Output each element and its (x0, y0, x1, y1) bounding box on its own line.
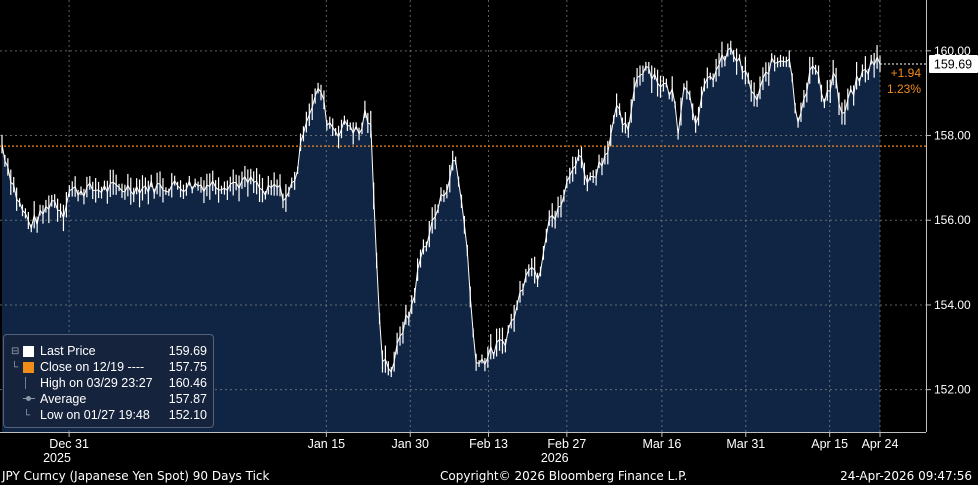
legend-value: 157.87 (168, 392, 207, 406)
year-label: 2025 (43, 451, 71, 465)
legend-value: 157.75 (168, 360, 207, 374)
legend-label: High on 03/29 23:27 (40, 376, 153, 390)
legend-value: 160.46 (168, 376, 207, 390)
x-tick-label: Feb 13 (469, 437, 508, 451)
legend-control-icon[interactable]: ⊟ (11, 346, 20, 357)
x-tick-label: Apr 24 (862, 437, 899, 451)
legend-control-icon[interactable]: └ (11, 362, 19, 373)
footer-ticker: JPY Curncy (Japanese Yen Spot) 90 Days T… (2, 469, 270, 483)
legend-value: 159.69 (168, 344, 207, 358)
white-square-icon (23, 346, 34, 357)
year-label: 2026 (541, 451, 569, 465)
x-tick-label: Mar 16 (642, 437, 681, 451)
legend-item-high: │ High on 03/29 23:27 160.46 (4, 375, 213, 391)
footer-timestamp: 24-Apr-2026 09:47:56 (840, 469, 972, 483)
x-tick-label: Jan 15 (308, 437, 346, 451)
legend-label: Close on 12/19 ---- (40, 360, 145, 374)
last-price-label: 159.69 (934, 57, 972, 71)
y-tick-label: 158.00 (934, 129, 971, 143)
legend-item-low: └ Low on 01/27 19:48 152.10 (4, 407, 213, 423)
y-tick-label: 152.00 (934, 383, 971, 397)
footer-copyright: Copyright© 2026 Bloomberg Finance L.P. (440, 469, 688, 483)
legend-item-close: └ Close on 12/19 ---- 157.75 (4, 359, 213, 375)
change-abs-label: +1.94 (891, 66, 922, 80)
tree-branch-icon: │ (23, 378, 30, 389)
x-tick-label: Dec 31 (49, 437, 89, 451)
series-area (2, 47, 880, 432)
x-tick-label: Feb 27 (547, 437, 586, 451)
change-pct-label: 1.23% (887, 82, 921, 96)
y-tick-label: 156.00 (934, 213, 971, 227)
tree-end-icon: └ (23, 410, 31, 421)
y-tick-label: 160.00 (934, 44, 971, 58)
legend-label: Last Price (40, 344, 96, 358)
legend-label: Average (40, 392, 87, 406)
x-tick-label: Apr 15 (811, 437, 848, 451)
legend-item-last-price: ⊟ Last Price 159.69 (4, 343, 213, 359)
y-tick-label: 154.00 (934, 298, 971, 312)
legend-item-average: Average 157.87 (4, 391, 213, 407)
x-tick-label: Jan 30 (391, 437, 429, 451)
legend-label: Low on 01/27 19:48 (40, 408, 150, 422)
last-price-box (929, 54, 978, 73)
legend: ⊟ Last Price 159.69 └ Close on 12/19 ---… (3, 334, 214, 428)
orange-square-icon (23, 362, 34, 373)
legend-value: 152.10 (168, 408, 207, 422)
series-line (1, 46, 881, 374)
x-tick-label: Mar 31 (726, 437, 765, 451)
average-dot-icon (26, 396, 31, 401)
